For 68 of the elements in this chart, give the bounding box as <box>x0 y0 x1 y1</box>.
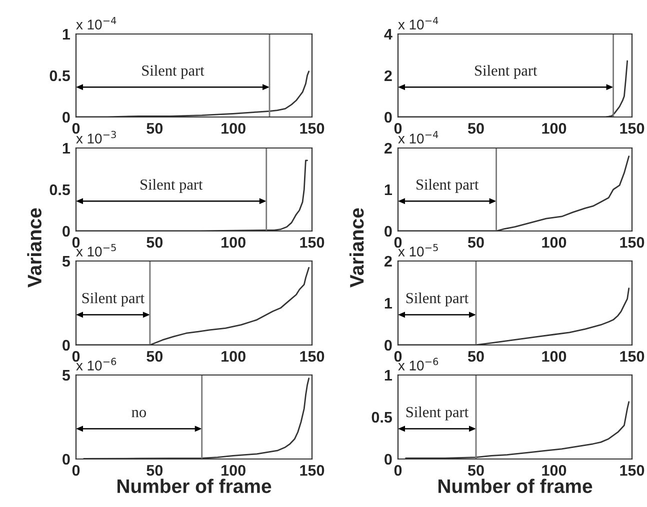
y-tick-label: 0 <box>384 112 392 123</box>
x-tick-label: 150 <box>620 464 644 476</box>
y-tick-label: 0 <box>62 112 70 123</box>
y-tick-label: 0 <box>62 226 70 237</box>
x-tick-label: 0 <box>394 350 402 362</box>
y-axis-title: Variance <box>349 208 364 288</box>
x-tick-label: 150 <box>300 350 324 362</box>
x-tick-label: 50 <box>146 350 163 362</box>
x-tick-label: 150 <box>300 122 324 134</box>
x-tick-label: 100 <box>222 350 246 362</box>
x-tick-label: 100 <box>542 464 566 476</box>
x-tick-label: 100 <box>542 122 566 134</box>
x-tick-label: 100 <box>542 236 566 248</box>
y-tick-label: 0.5 <box>50 184 70 196</box>
x-tick-label: 50 <box>146 236 163 248</box>
annotation: Silent part <box>406 406 469 420</box>
y-tick-label: 2 <box>384 70 392 82</box>
y-tick-label: 0 <box>62 454 70 465</box>
y-tick-label: 2 <box>384 142 392 154</box>
x-tick-label: 0 <box>72 236 80 248</box>
y-tick-label: 1 <box>62 29 70 40</box>
text: x 10$^{−4}$ <box>76 16 116 30</box>
y-tick-label: 1 <box>384 184 392 196</box>
y-tick-label: 0 <box>384 226 392 237</box>
y-tick-label: 2 <box>384 256 392 267</box>
annotation: no <box>132 410 146 418</box>
y-tick-label: 1 <box>384 298 392 309</box>
x-tick-label: 150 <box>620 350 644 362</box>
x-tick-label: 150 <box>300 464 324 476</box>
x-tick-label: 0 <box>394 122 402 134</box>
x-tick-label: 0 <box>72 464 80 476</box>
annotation: Silent part <box>82 292 144 306</box>
annotation: Silent part <box>416 178 479 193</box>
y-tick-label: 5 <box>62 256 70 267</box>
y-tick-label: 5 <box>62 370 70 381</box>
x-tick-label: 150 <box>300 236 324 248</box>
x-tick-label: 0 <box>394 236 402 248</box>
x-axis-title: Number of frame <box>438 478 592 494</box>
annotation: Silent part <box>140 178 203 193</box>
x-tick-label: 100 <box>222 122 246 134</box>
y-tick-label: 0.5 <box>372 412 392 423</box>
x-tick-label: 50 <box>146 122 163 134</box>
y-tick-label: 1 <box>384 370 392 381</box>
x-tick-label: 50 <box>468 350 484 362</box>
y-tick-label: 0.5 <box>50 70 70 82</box>
annotation: Silent part <box>475 64 538 79</box>
x-tick-label: 50 <box>468 236 484 248</box>
y-tick-label: 0 <box>384 340 392 351</box>
x-tick-label: 0 <box>394 464 402 476</box>
text: x 10$^{−4}$ <box>398 16 438 30</box>
y-tick-label: 0 <box>384 454 392 465</box>
x-axis-title: Number of frame <box>118 478 272 494</box>
y-axis-title: Variance <box>27 208 42 288</box>
y-tick-label: 1 <box>62 143 70 154</box>
annotation: Silent part <box>142 64 204 79</box>
y-tick-label: 4 <box>384 29 392 40</box>
x-tick-label: 0 <box>72 122 80 134</box>
x-tick-label: 100 <box>542 350 566 362</box>
x-tick-label: 50 <box>146 464 163 476</box>
x-tick-label: 100 <box>222 236 246 248</box>
y-tick-label: 0 <box>62 340 70 351</box>
annotation: Silent part <box>406 292 469 306</box>
x-tick-label: 100 <box>222 464 246 476</box>
x-tick-label: 50 <box>468 122 484 134</box>
x-tick-label: 150 <box>620 122 644 134</box>
x-tick-label: 0 <box>72 350 80 362</box>
x-tick-label: 50 <box>468 464 484 476</box>
x-tick-label: 150 <box>620 236 644 248</box>
